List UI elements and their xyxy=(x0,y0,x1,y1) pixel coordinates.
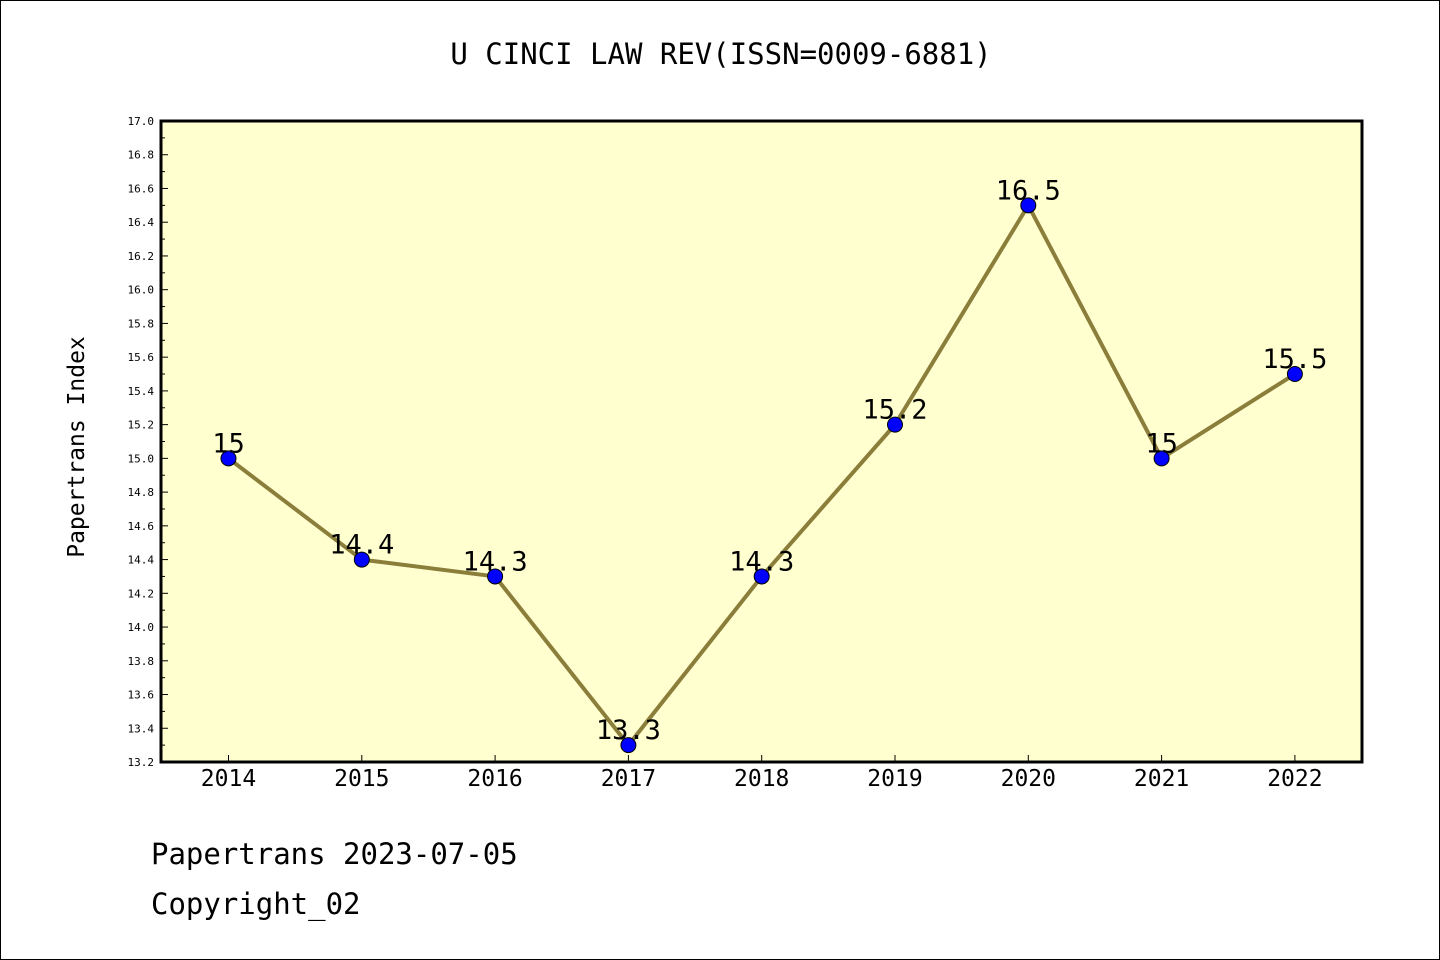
data-point xyxy=(220,450,237,467)
x-tick-label: 2014 xyxy=(201,766,256,792)
plot-frame xyxy=(159,119,1364,764)
y-tick-label: 13.6 xyxy=(128,689,155,702)
x-tick-label: 2017 xyxy=(601,766,656,792)
y-tick-label: 14.4 xyxy=(128,554,155,567)
y-tick-label: 13.4 xyxy=(128,722,155,735)
data-point xyxy=(1153,450,1170,467)
data-point xyxy=(620,737,637,754)
x-tick-label: 2019 xyxy=(867,766,922,792)
y-tick-label: 16.8 xyxy=(128,149,155,162)
y-tick-label: 17.0 xyxy=(128,115,155,128)
y-tick-label: 15.6 xyxy=(128,351,155,364)
data-point xyxy=(353,551,370,568)
data-label: 15.5 xyxy=(1262,344,1327,375)
data-point xyxy=(1286,366,1303,383)
plot-area xyxy=(161,121,1362,762)
y-tick-label: 16.2 xyxy=(128,250,155,263)
x-tick-label: 2022 xyxy=(1267,766,1322,792)
y-tick-label: 15.4 xyxy=(128,385,155,398)
x-tick-label: 2021 xyxy=(1134,766,1189,792)
data-label: 15 xyxy=(212,428,245,459)
y-tick-label: 15.0 xyxy=(128,452,155,465)
y-tick-label: 13.8 xyxy=(128,655,155,668)
data-point xyxy=(1020,197,1037,214)
data-label: 16.5 xyxy=(996,175,1061,206)
y-tick-label: 14.0 xyxy=(128,621,155,634)
y-tick-label: 16.0 xyxy=(128,284,155,297)
y-tick-label: 16.4 xyxy=(128,216,155,229)
y-tick-label: 14.8 xyxy=(128,486,155,499)
x-tick-label: 2015 xyxy=(334,766,389,792)
data-label: 14.4 xyxy=(329,530,394,561)
data-point xyxy=(487,568,504,585)
y-tick-label: 15.8 xyxy=(128,317,155,330)
y-tick-label: 15.2 xyxy=(128,419,155,432)
x-tick-label: 2018 xyxy=(734,766,789,792)
footer-date: Papertrans 2023-07-05 xyxy=(151,837,518,871)
data-label: 13.3 xyxy=(596,715,661,746)
data-point xyxy=(753,568,770,585)
chart-title: U CINCI LAW REV(ISSN=0009-6881) xyxy=(450,37,992,71)
data-point xyxy=(887,416,903,433)
x-tick-label: 2020 xyxy=(1001,766,1056,792)
data-label: 15 xyxy=(1145,428,1178,459)
y-tick-label: 13.2 xyxy=(128,756,155,769)
data-label: 14.3 xyxy=(463,546,528,577)
y-tick-label: 14.2 xyxy=(128,587,155,600)
data-label: 15.2 xyxy=(862,395,927,426)
x-tick-label: 2016 xyxy=(467,766,522,792)
y-tick-label: 14.6 xyxy=(128,520,155,533)
data-label: 14.3 xyxy=(729,546,794,577)
y-tick-label: 16.6 xyxy=(128,182,155,195)
footer-copyright: Copyright_02 xyxy=(151,887,361,921)
